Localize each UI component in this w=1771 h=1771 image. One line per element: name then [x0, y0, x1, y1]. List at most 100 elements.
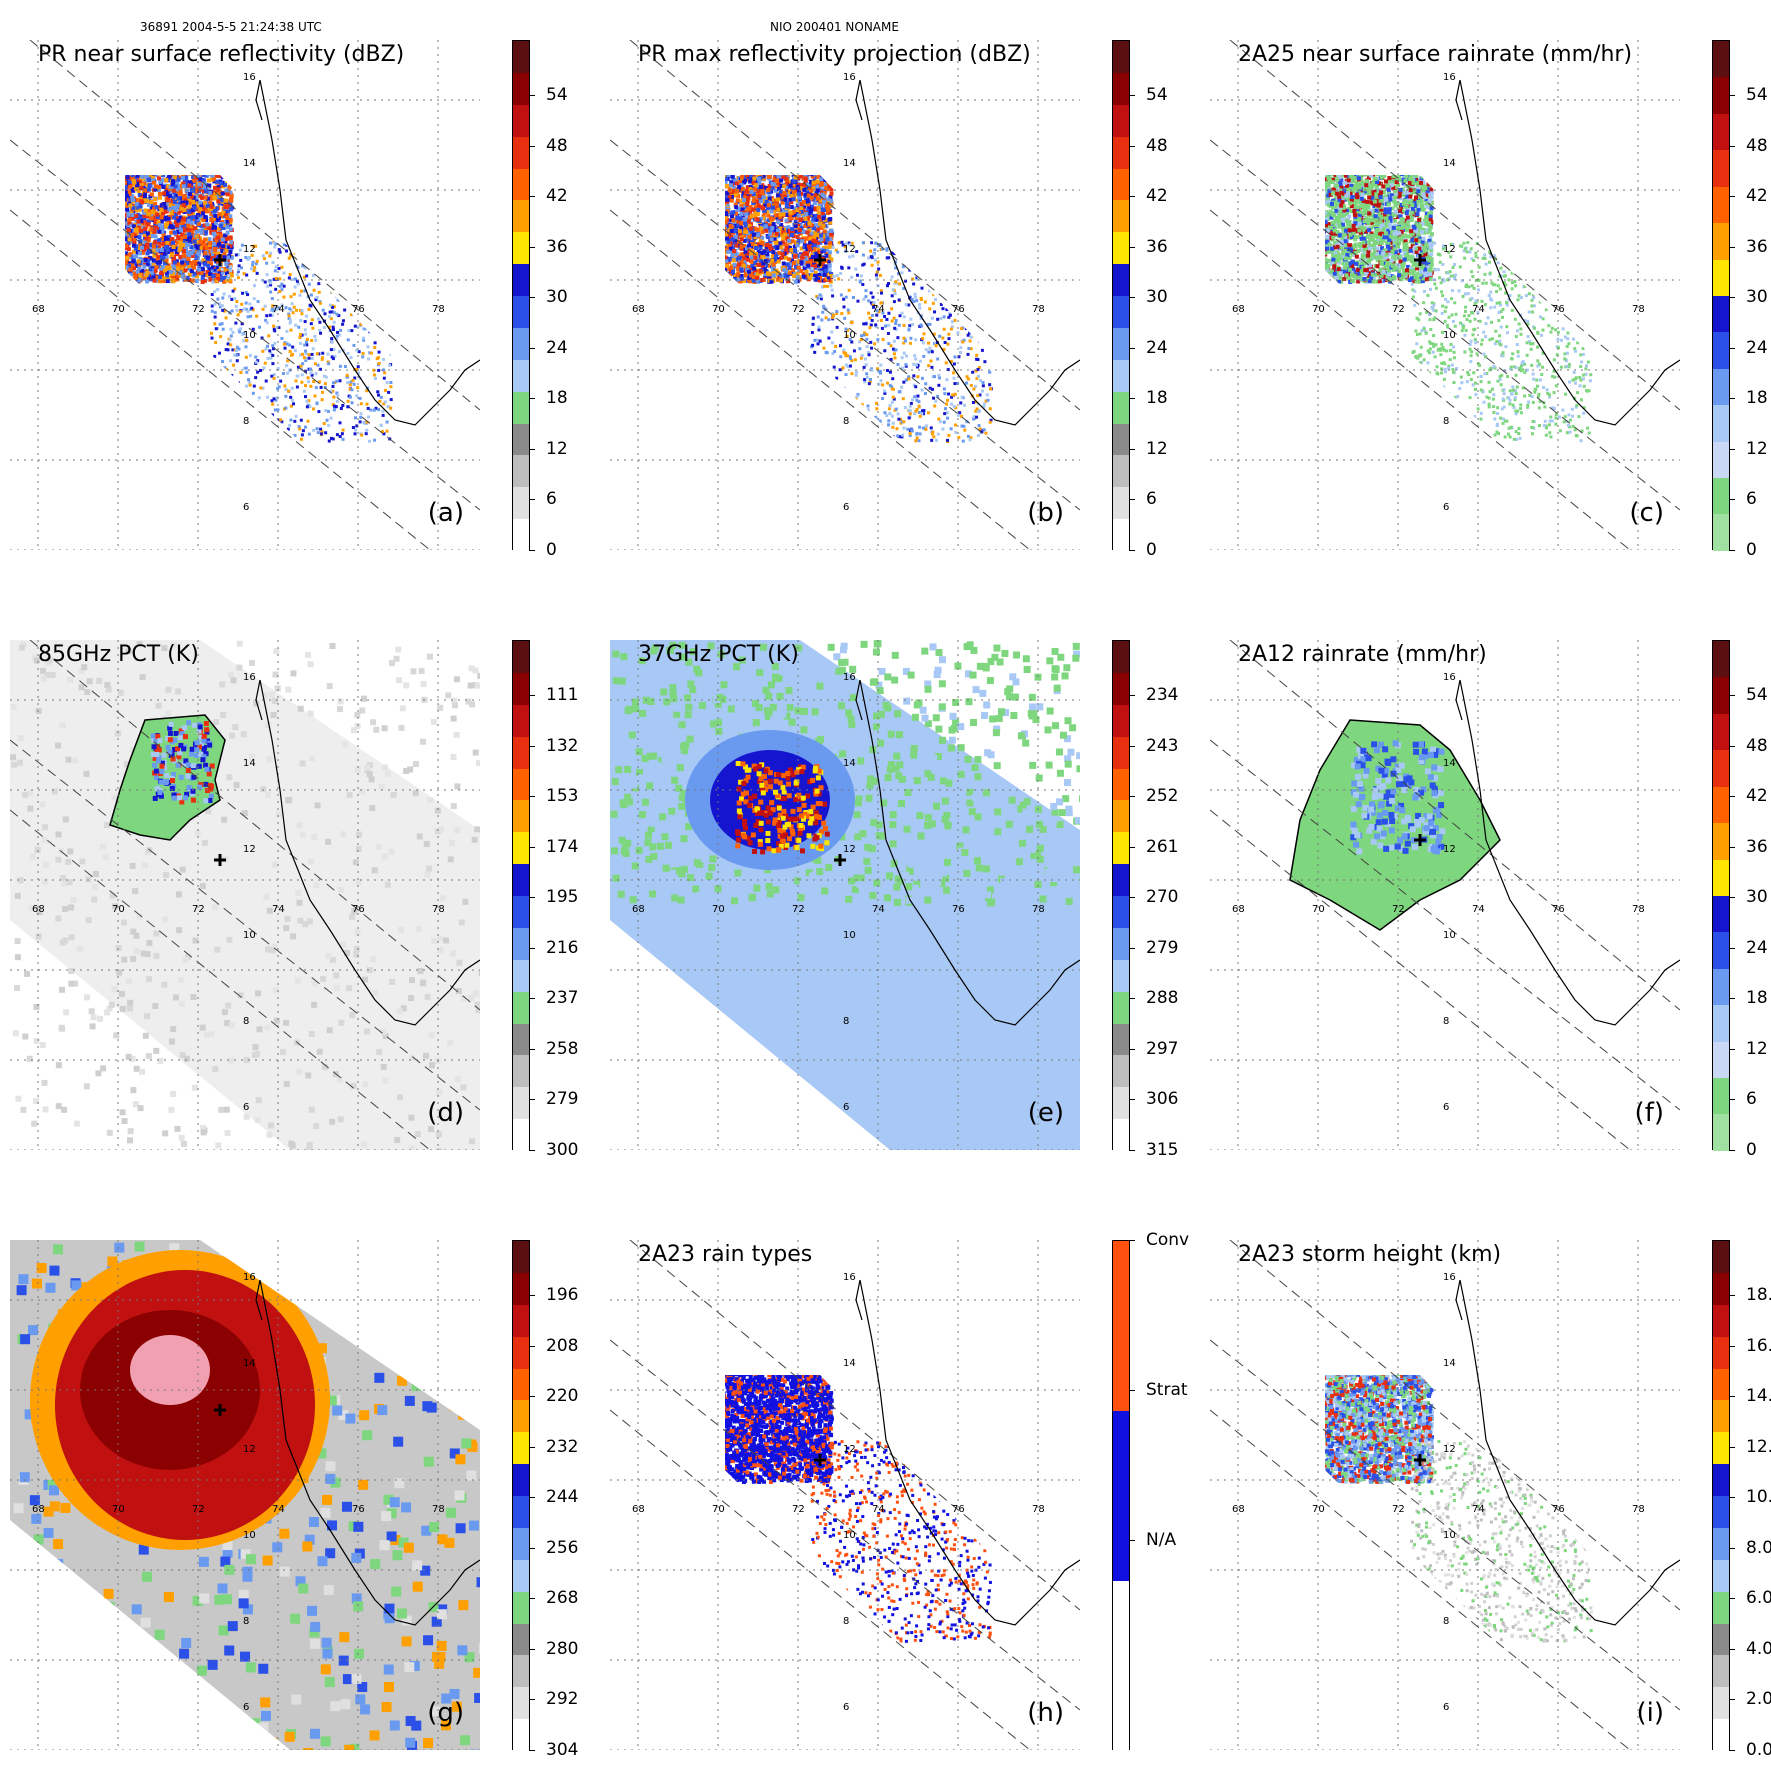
storm-center-marker — [1414, 1454, 1426, 1466]
longitude-label: 78 — [1632, 904, 1645, 915]
latitude-label: 10 — [843, 330, 856, 341]
longitude-label: 78 — [432, 1504, 445, 1515]
longitude-label: 72 — [792, 304, 805, 315]
colorbar-tick-label: 8.0 — [1746, 1537, 1771, 1558]
colorbar-tick-label: 18.0 — [1746, 1285, 1771, 1305]
colorbar-tick-label: 14.0 — [1746, 1386, 1771, 1407]
colorbar-tick-label: 6 — [546, 489, 557, 510]
longitude-label: 68 — [1232, 1504, 1245, 1515]
storm-center-marker — [214, 254, 226, 266]
map-canvas: 16 14 12 10 8 6 68 70 72 74 76 78 — [10, 40, 480, 550]
storm-center-marker — [834, 854, 846, 866]
colorbar: 18.0 16.0 14.0 12.0 10.0 8.0 6.0 4.0 2.0 0.0 — [1712, 1240, 1771, 1760]
colorbar-tick-label: 0 — [546, 540, 557, 560]
longitude-label: 74 — [272, 1504, 285, 1515]
colorbar-tick-label: 300 — [546, 1140, 579, 1160]
latitude-label: 14 — [243, 158, 256, 169]
panel-title: 2A12 rainrate (mm/hr) — [1238, 642, 1487, 667]
swath-edge-line — [610, 209, 1031, 550]
colorbar-tick-label: 24 — [1146, 337, 1168, 358]
map-panel-c: 16 14 12 10 8 6 68 70 72 74 76 78 2A25 near surface … — [1210, 40, 1768, 560]
swath-edge-line — [29, 40, 480, 411]
swath-edge-line — [1210, 209, 1631, 550]
longitude-label: 78 — [432, 304, 445, 315]
colorbar-tick-label: 256 — [546, 1537, 579, 1558]
colorbar-tick-label: 18 — [1746, 388, 1768, 409]
colorbar-tick-label: 279 — [1146, 937, 1179, 958]
swath-edge-line — [610, 139, 1080, 511]
latitude-label: 16 — [843, 1272, 856, 1283]
map-panel-a: 16 14 12 10 8 6 68 70 72 74 76 78 PR near surface re… — [10, 40, 568, 560]
longitude-label: 74 — [872, 1504, 885, 1515]
map-canvas: 16 14 12 10 8 6 68 70 72 74 76 78 — [610, 40, 1080, 550]
colorbar-tick-label: 132 — [546, 735, 579, 756]
latitude-label: 16 — [1443, 1272, 1456, 1283]
colorbar-tick-label: 315 — [1146, 1140, 1179, 1160]
colorbar-tick-label: 268 — [546, 1588, 579, 1609]
coastline — [259, 79, 480, 426]
latitude-label: 8 — [243, 1616, 249, 1627]
colorbar-tick-label: 12 — [546, 438, 568, 459]
panel-title: 2A23 storm height (km) — [1238, 1242, 1502, 1267]
panel-title: 2A23 rain types — [638, 1242, 813, 1267]
longitude-label: 72 — [1392, 1504, 1405, 1515]
swath-edge-line — [610, 1409, 1031, 1750]
longitude-label: 74 — [872, 904, 885, 915]
panel-title: PR max reflectivity projection (dBZ) — [638, 42, 1031, 67]
latitude-label: 16 — [843, 672, 856, 683]
longitude-label: 70 — [1312, 1504, 1325, 1515]
latitude-label: 10 — [243, 330, 256, 341]
latitude-label: 12 — [1443, 1444, 1456, 1455]
longitude-label: 70 — [712, 904, 725, 915]
map-canvas: 16 14 12 10 8 6 68 70 72 74 76 78 — [10, 1240, 480, 1750]
colorbar-tick-label: 30 — [1146, 287, 1168, 308]
colorbar-tick-label: 12 — [1746, 438, 1768, 459]
colorbar-tick-label: N/A — [1146, 1530, 1177, 1550]
longitude-label: 78 — [1632, 1504, 1645, 1515]
colorbar-swatch — [1712, 1240, 1730, 1751]
panel-label: (d) — [427, 1098, 464, 1128]
latitude-label: 8 — [1443, 1616, 1449, 1627]
map-panel-b: 16 14 12 10 8 6 68 70 72 74 76 78 PR max reflectivit… — [610, 40, 1168, 560]
map-canvas: 16 14 12 10 8 6 68 70 72 74 76 78 — [610, 640, 1080, 1150]
latitude-label: 8 — [843, 416, 849, 427]
longitude-label: 68 — [1232, 904, 1245, 915]
longitude-label: 74 — [1472, 904, 1485, 915]
colorbar-tick-label: 24 — [1746, 937, 1768, 958]
colorbar-tick-label: 279 — [546, 1089, 579, 1110]
longitude-label: 74 — [1472, 1504, 1485, 1515]
panel-label: (a) — [427, 498, 464, 528]
colorbar-tick-label: 24 — [1746, 337, 1768, 358]
panel-label: (g) — [427, 1698, 464, 1728]
longitude-label: 68 — [32, 304, 45, 315]
longitude-label: 68 — [632, 304, 645, 315]
colorbar: 196 208 220 232 244 256 268 280 292 304 — [512, 1240, 602, 1760]
latitude-label: 12 — [243, 244, 256, 255]
colorbar-tick-label: 292 — [546, 1689, 579, 1710]
colorbar-tick-label: 304 — [546, 1740, 579, 1760]
longitude-label: 72 — [192, 1504, 205, 1515]
colorbar-tick-label: 54 — [546, 85, 568, 105]
longitude-label: 78 — [1632, 304, 1645, 315]
map-canvas: 16 14 12 10 8 6 68 70 72 74 76 78 — [610, 1240, 1080, 1750]
storm-center-marker — [214, 854, 226, 866]
colorbar-swatch — [1712, 640, 1730, 1151]
longitude-label: 76 — [1552, 904, 1565, 915]
latitude-label: 10 — [1443, 930, 1456, 941]
colorbar-tick-label: 6 — [1146, 489, 1157, 510]
latitude-label: 14 — [1443, 1358, 1456, 1369]
colorbar: 54 48 42 36 30 24 18 12 6 0 — [1712, 40, 1771, 560]
coastline — [859, 79, 1080, 426]
colorbar-tick-label: 216 — [546, 937, 579, 958]
colorbar-tick-label: 16.0 — [1746, 1335, 1771, 1356]
longitude-label: 74 — [872, 304, 885, 315]
longitude-label: 68 — [32, 1504, 45, 1515]
latitude-label: 16 — [243, 672, 256, 683]
latitude-label: 10 — [243, 930, 256, 941]
swath-edge-line — [1229, 640, 1680, 1011]
latitude-label: 10 — [243, 1530, 256, 1541]
colorbar-tick-label: 48 — [1746, 135, 1768, 156]
longitude-label: 76 — [352, 1504, 365, 1515]
latitude-label: 12 — [843, 244, 856, 255]
latitude-label: 6 — [243, 502, 249, 513]
